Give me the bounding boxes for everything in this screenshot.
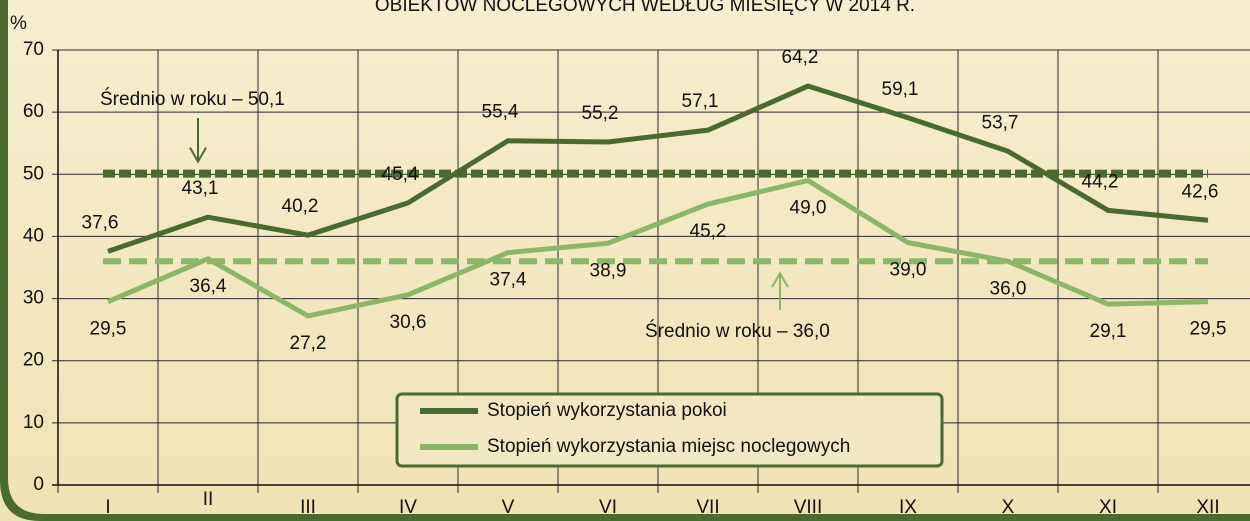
data-label: 45,2 [690,221,727,242]
data-label: 29,5 [1190,319,1227,340]
average-arrow [771,271,789,310]
y-tick-label: 40 [23,225,44,246]
data-label: 43,1 [182,178,219,199]
data-label: 59,1 [882,79,919,100]
data-label: 40,2 [282,196,319,217]
data-label: 37,4 [490,270,527,291]
y-tick-label: 30 [23,288,44,309]
data-label: 45,4 [382,164,419,185]
x-tick-label: XII [1196,497,1219,518]
data-label: 55,4 [482,102,519,123]
x-tick-label: X [1002,497,1015,518]
x-tick-label: III [300,497,316,518]
average-label: Średnio w roku – 36,0 [645,320,830,342]
x-tick-label: IX [899,497,917,518]
data-label: 29,5 [90,319,127,340]
y-tick-label: 50 [23,163,44,184]
data-label: 37,6 [82,212,119,233]
data-label: 53,7 [982,112,1019,133]
legend-label: Stopień wykorzystania miejsc noclegowych [487,436,850,457]
x-tick-label: VII [696,497,719,518]
series-line [107,83,1209,254]
y-tick-label: 60 [23,101,44,122]
data-label: 42,6 [1182,181,1219,202]
data-label: 36,4 [190,276,227,297]
x-tick-label: VI [599,497,617,518]
x-tick-label: VIII [794,497,823,518]
data-label: 55,2 [582,103,619,124]
data-label: 38,9 [590,260,627,281]
x-tick-label: II [203,489,214,510]
data-label: 44,2 [1082,171,1119,192]
x-tick-label: I [105,497,110,518]
y-axis-label: % [10,13,27,34]
data-label: 64,2 [782,47,819,68]
y-tick-label: 20 [23,350,44,371]
y-tick-label: 0 [33,474,44,495]
y-tick-label: 70 [23,39,44,60]
legend-box [395,392,944,468]
y-tick-label: 10 [23,412,44,433]
x-tick-label: XI [1099,497,1117,518]
data-label: 30,6 [390,312,427,333]
series-line [107,178,1209,319]
average-label: Średnio w roku – 50,1 [100,88,285,110]
average-arrow [189,118,207,164]
chart-title: OBIEKTÓW NOCLEGOWYCH WEDŁUG MIESIĘCY W 2… [375,0,915,16]
legend-label: Stopień wykorzystania pokoi [487,400,727,421]
legend: Stopień wykorzystania pokoi Stopień wykor… [395,392,944,468]
x-tick-label: IV [399,497,417,518]
data-label: 29,1 [1090,321,1127,342]
data-label: 27,2 [290,333,327,354]
data-label: 49,0 [790,198,827,219]
data-label: 36,0 [990,278,1027,299]
data-label: 57,1 [682,91,719,112]
data-label: 39,0 [890,260,927,281]
x-tick-label: V [502,497,515,518]
